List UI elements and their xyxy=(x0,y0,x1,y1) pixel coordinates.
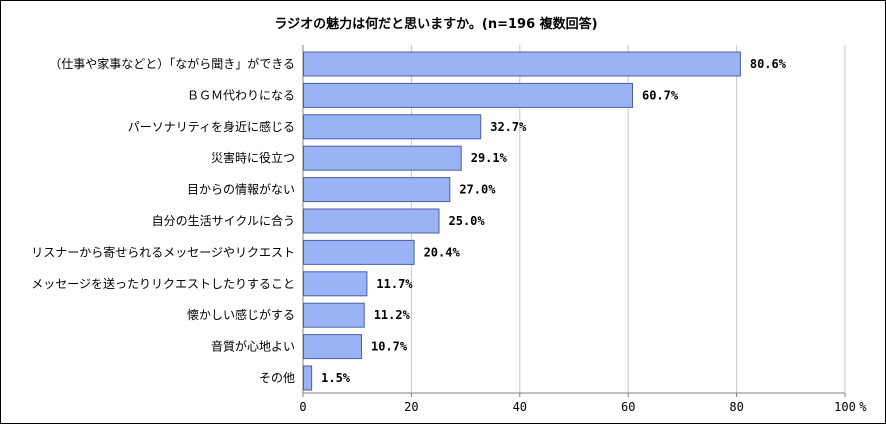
bar xyxy=(303,208,440,234)
value-labels: 80.6% 60.7% 32.7% 29.1% 27.0% 25.0% 20.4% 11.7%… xyxy=(321,57,787,385)
value-label: 25.0% xyxy=(449,214,486,228)
bar xyxy=(303,365,313,391)
value-label: 11.2% xyxy=(374,308,411,322)
tick-label: 60 xyxy=(621,400,635,414)
category-label: 懐かしい感じがする xyxy=(187,307,295,322)
category-label: 災害時に役立つ xyxy=(211,150,295,165)
category-label: （仕事や家事などと）「ながら聞き」ができる xyxy=(49,56,295,71)
category-label: その他 xyxy=(259,371,295,385)
bar xyxy=(303,334,362,360)
category-label: ＢＧＭ代わりになる xyxy=(187,88,295,102)
bar xyxy=(303,51,741,77)
value-label: 20.4% xyxy=(424,245,461,259)
x-axis-unit: % xyxy=(859,400,867,414)
bar xyxy=(303,82,633,108)
x-axis-ticks: 0 20 40 60 80 100% xyxy=(299,393,867,414)
bar xyxy=(303,302,365,328)
category-labels: （仕事や家事などと）「ながら聞き」ができる ＢＧＭ代わりになるパーソナリティを身近… xyxy=(31,56,295,385)
tick-label: 20 xyxy=(404,400,418,414)
category-label: 目からの情報がない xyxy=(187,182,295,197)
value-label: 80.6% xyxy=(750,57,787,71)
value-label: 27.0% xyxy=(459,183,496,197)
category-label: メッセージを送ったりリクエストしたりすること xyxy=(31,276,295,291)
value-label: 1.5% xyxy=(321,371,351,385)
category-label: 音質が心地よい xyxy=(211,339,295,354)
value-label: 32.7% xyxy=(490,120,527,134)
category-label: パーソナリティを身近に感じる xyxy=(128,119,295,134)
bar xyxy=(303,177,451,203)
value-label: 10.7% xyxy=(371,340,408,354)
bar xyxy=(303,145,462,171)
value-label: 60.7% xyxy=(642,88,679,102)
bars xyxy=(303,51,741,391)
value-label: 29.1% xyxy=(471,151,508,165)
value-label: 11.7% xyxy=(376,277,413,291)
bar xyxy=(303,271,368,297)
bar xyxy=(303,114,482,140)
chart-title: ラジオの魅力は何だと思いますか。(n=196 複数回答) xyxy=(274,16,597,32)
category-label: リスナーから寄せられるメッセージやリクエスト xyxy=(31,244,295,259)
tick-label: 0 xyxy=(299,400,306,414)
tick-label: 80 xyxy=(729,400,743,414)
tick-label: 100 xyxy=(834,400,856,414)
category-label: 自分の生活サイクルに合う xyxy=(152,213,295,228)
bar xyxy=(303,239,415,265)
tick-label: 40 xyxy=(513,400,527,414)
